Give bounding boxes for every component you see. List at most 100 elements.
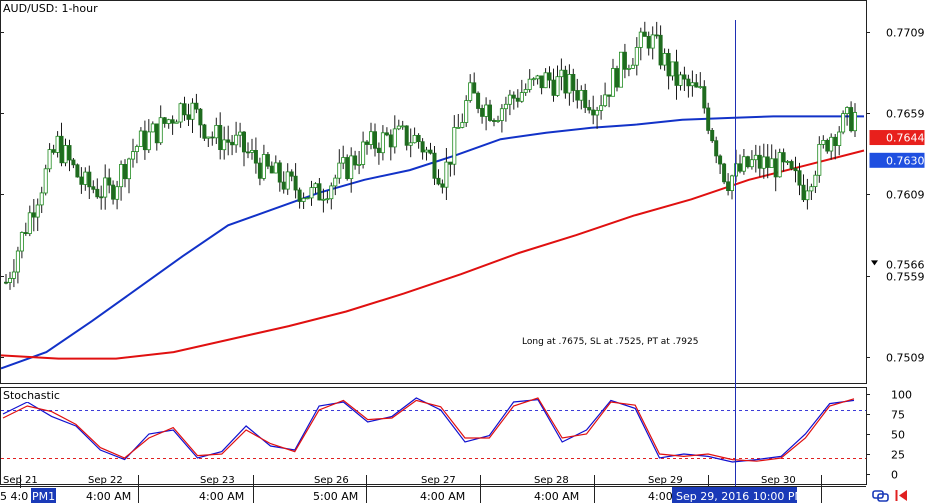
candle-body (837, 131, 842, 147)
candle-body (579, 90, 584, 101)
candle (115, 180, 120, 210)
grid-layer (1, 410, 866, 459)
candle-body (111, 184, 116, 200)
candle (412, 127, 417, 144)
candle (777, 148, 782, 178)
candle-body (186, 114, 191, 120)
candle-body (539, 75, 544, 89)
link-chart-icon-front (877, 493, 889, 502)
candle-body (265, 154, 270, 167)
candle (257, 157, 262, 186)
candle (130, 138, 135, 168)
candle-body (226, 139, 231, 143)
candle (535, 74, 540, 85)
candle (662, 48, 667, 71)
candle (769, 144, 774, 169)
candle-body (476, 92, 481, 109)
candle-body (198, 108, 203, 126)
candle (682, 66, 687, 91)
crosshair-x-label-bg (672, 487, 797, 503)
candle (241, 131, 246, 167)
candle-body (583, 90, 588, 108)
left-time-label-highlight: PM1 (32, 490, 55, 503)
candle (43, 164, 48, 196)
candle (547, 66, 552, 89)
candle (619, 51, 624, 88)
candle-body (261, 154, 266, 179)
candle (134, 144, 139, 164)
candle-body (797, 170, 802, 186)
candle-body (503, 103, 508, 110)
candle-body (269, 165, 274, 174)
candle-body (376, 147, 381, 153)
candle-body (361, 141, 366, 165)
candle (214, 117, 219, 144)
candle-body (75, 164, 80, 178)
candle (801, 174, 806, 202)
candle (793, 156, 798, 183)
candle (416, 133, 421, 149)
stochastic-panel-frame (0, 387, 867, 485)
candle-body (404, 125, 409, 146)
candle (674, 49, 679, 100)
price-marker-label: 0.7566 (886, 258, 925, 271)
candle-body (622, 51, 627, 70)
candle-body (531, 78, 536, 81)
candle (436, 169, 441, 186)
candle-body (190, 102, 195, 120)
candle (265, 152, 270, 170)
candle (59, 122, 64, 167)
candle-body (801, 184, 806, 201)
candle-body (484, 104, 489, 117)
time-label: 5:00 AM (313, 490, 358, 503)
candle (833, 134, 838, 160)
candle-body (646, 36, 651, 49)
candle (31, 199, 36, 232)
candle (245, 142, 250, 159)
candle (587, 99, 592, 114)
candle-body (238, 131, 243, 136)
candle (722, 162, 727, 185)
link-chart-icon[interactable] (872, 490, 889, 502)
candle-body (230, 141, 235, 146)
candle (698, 72, 703, 89)
candle (349, 147, 354, 193)
candle-body (43, 168, 48, 194)
candle (432, 146, 437, 185)
candle-body (630, 64, 635, 69)
candle (630, 58, 635, 69)
candle-body (543, 72, 548, 89)
candle-body (809, 186, 814, 192)
candle-body (400, 125, 405, 128)
candle-body (452, 127, 457, 165)
candle-body (15, 250, 20, 273)
candle-body (146, 131, 151, 151)
candle-body (305, 197, 310, 200)
candle-body (317, 183, 322, 201)
candle (4, 274, 9, 285)
candle (583, 83, 588, 113)
candle-body (23, 232, 28, 235)
candle-body (99, 196, 104, 199)
candle (305, 197, 310, 200)
candle (650, 26, 655, 60)
date-label: Sep 23 (200, 475, 235, 486)
candle (749, 150, 754, 170)
candle-body (765, 156, 770, 168)
candle-body (115, 186, 120, 200)
scroll-to-end-icon[interactable] (895, 490, 908, 501)
candle (519, 79, 524, 103)
candle (658, 25, 663, 70)
candle-body (416, 134, 421, 142)
price-marker: 0.7566 (869, 256, 925, 272)
candle-body (214, 125, 219, 139)
candle-body (722, 163, 727, 183)
candle-body (853, 112, 858, 132)
candle (123, 159, 128, 188)
candle (809, 183, 814, 200)
candle (468, 74, 473, 103)
candle-body (234, 134, 239, 146)
axis-layer: 0.7709 0.7659 0.7609 0.7559 0.7509 0.7644 0.76… (0, 27, 925, 503)
candle-body (567, 74, 572, 94)
candle (15, 246, 20, 284)
